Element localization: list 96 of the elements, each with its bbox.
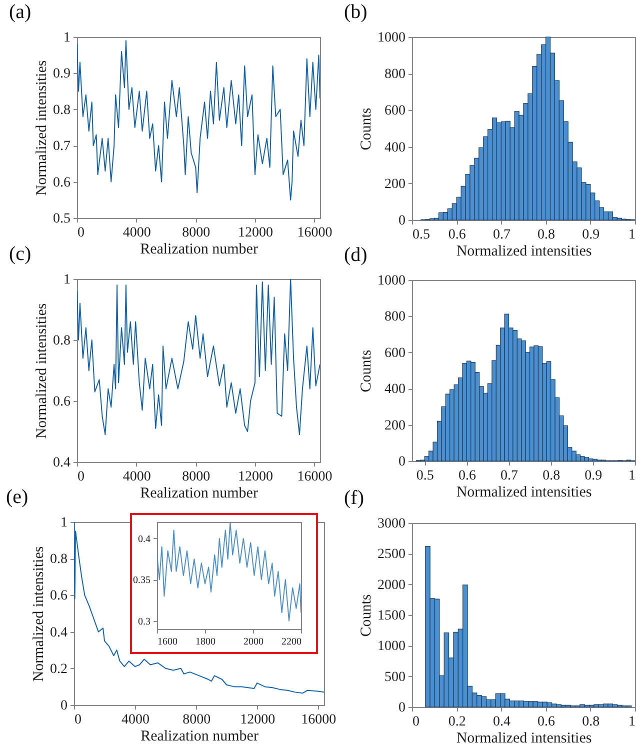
y-tick-label: 0 [398,454,406,470]
y-tick-label: 0.5 [53,212,70,226]
y-tick-label: 0.3 [138,616,150,628]
y-tick-label: 0.7 [53,139,70,154]
x-tick-label: 0.9 [582,228,600,242]
y-tick-label: 0.4 [53,456,70,470]
x-tick-label: 16000 [297,226,332,240]
x-tick-label: 1 [628,714,636,730]
y-tick-label: 0 [398,700,406,716]
x-tick-label: 12000 [238,470,273,484]
chart-title: (d) [344,244,368,266]
x-tick-label: 0.2 [448,714,466,730]
y-tick-label: 600 [384,104,406,119]
y-tick-label: 0 [398,214,406,228]
y-axis-title: Normalized intensities [34,303,50,439]
x-tick-label: 8000 [182,712,211,728]
y-tick-label: 1 [64,272,70,288]
chart-title: (f) [344,487,364,509]
y-tick-label: 1 [64,30,70,46]
x-tick-label: 0.8 [542,468,560,484]
x-tick-label: 1600 [158,636,178,648]
x-tick-label: 4000 [122,712,150,728]
y-tick-label: 800 [384,310,406,325]
x-tick-label: 0.7 [492,228,510,242]
x-tick-label: 1 [628,468,636,484]
y-tick-label: 400 [384,140,406,156]
y-axis-title: Counts [358,108,374,150]
x-tick-label: 0 [412,714,420,730]
x-tick-label: 4000 [122,470,151,484]
y-axis-title: Counts [358,594,374,637]
y-tick-label: 1000 [378,274,406,288]
y-tick-label: 1 [60,516,68,530]
y-tick-label: 0.9 [53,66,70,82]
x-tick-label: 8000 [182,470,210,484]
y-tick-label: 400 [384,382,406,398]
y-tick-label: 200 [384,176,406,192]
line-series [77,279,320,436]
chart-title: (c) [9,243,32,265]
y-tick-label: 200 [384,418,406,434]
y-tick-label: 0.4 [138,534,150,545]
x-tick-label: 0 [78,470,84,484]
x-tick-label: 4000 [122,226,151,240]
x-axis-title: Normalized intensities [456,244,592,260]
x-tick-label: 0.8 [582,714,600,730]
x-tick-label: 0.7 [500,468,518,484]
y-tick-label: 0.6 [50,588,68,604]
x-tick-label: 0.6 [458,468,476,484]
x-axis-title: Realization number [140,486,258,502]
x-tick-label: 2000 [244,636,264,648]
x-axis-title: Realization number [140,728,258,744]
line-series [74,522,324,694]
x-axis-title: Normalized intensities [456,730,592,745]
x-axis-title: Realization number [140,242,258,258]
x-tick-label: 0.5 [416,468,434,484]
x-tick-label: 0.8 [538,228,556,242]
y-tick-label: 0.6 [53,394,70,410]
y-tick-label: 1500 [378,608,406,624]
y-tick-label: 0.8 [50,552,68,568]
x-tick-label: 12000 [240,712,276,728]
y-tick-label: 0.6 [53,175,70,190]
y-tick-label: 0.2 [50,662,68,677]
y-axis-title: Normalized intensities [31,546,47,682]
chart-title: (e) [6,486,28,508]
x-axis-title: Normalized intensities [456,484,592,500]
chart-title: (b) [344,1,368,23]
line-series [157,522,301,622]
x-tick-label: 2200 [282,636,302,648]
y-tick-label: 1000 [378,639,406,654]
y-tick-label: 600 [384,346,406,361]
x-tick-label: 1800 [196,636,216,648]
x-tick-label: 8000 [182,226,210,240]
line-series [77,40,320,200]
y-tick-label: 2500 [378,547,406,562]
y-tick-label: 0.8 [53,334,70,348]
x-tick-label: 0.9 [584,468,602,484]
y-tick-label: 2000 [378,578,406,593]
y-tick-label: 0.8 [53,102,70,118]
x-tick-label: 0 [78,226,84,240]
x-tick-label: 12000 [238,226,273,240]
chart-title: (a) [9,1,32,23]
x-tick-label: 0.6 [448,228,466,242]
y-tick-label: 3000 [378,516,406,532]
x-tick-label: 16000 [301,712,336,728]
y-tick-label: 500 [384,670,406,685]
x-tick-label: 0.5 [412,228,430,242]
x-tick-label: 0 [74,712,82,728]
x-tick-label: 1 [628,228,636,242]
y-tick-label: 0.35 [133,575,150,586]
x-tick-label: 0.6 [538,714,556,730]
y-tick-label: 1000 [378,30,406,46]
y-axis-title: Normalized intensities [34,60,50,196]
x-tick-label: 16000 [297,470,332,484]
y-axis-title: Counts [358,350,374,392]
y-tick-label: 800 [384,67,406,82]
x-tick-label: 0.4 [492,714,510,730]
y-tick-label: 0 [60,698,68,714]
